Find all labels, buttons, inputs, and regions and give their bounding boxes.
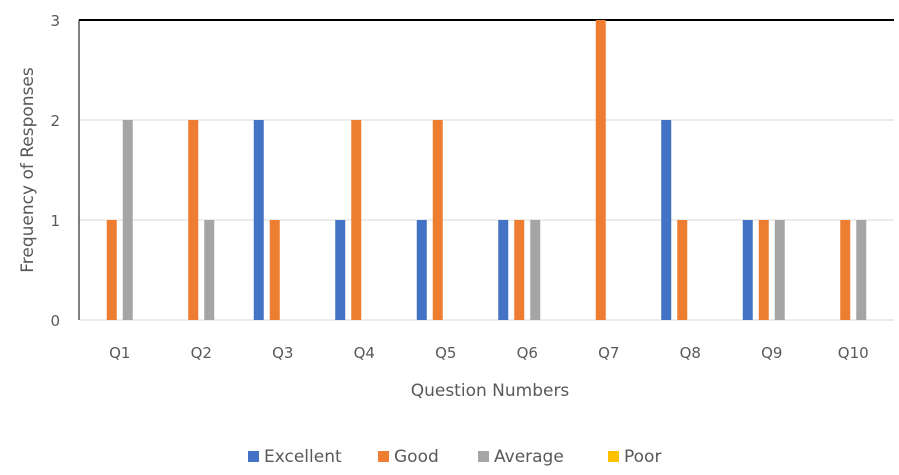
bar-excellent-q5 (416, 220, 427, 320)
legend-swatch (478, 451, 489, 462)
legend-swatch (248, 451, 259, 462)
x-tick-label: Q8 (680, 344, 701, 362)
bar-excellent-q9 (742, 220, 753, 320)
bar-average-q2 (204, 220, 215, 320)
legend-swatch (608, 451, 619, 462)
y-tick-label: 0 (50, 312, 60, 330)
x-tick-labels: Q1 Q2 Q3 Q4 Q5 Q6 Q7 Q8 Q9 Q10 (109, 344, 869, 362)
legend: Excellent Good Average Poor (248, 447, 661, 467)
legend-label: Excellent (264, 447, 342, 467)
bar-average-q6 (530, 220, 541, 320)
bar-good-q5 (432, 120, 443, 320)
bar-good-q1 (106, 220, 117, 320)
x-tick-label: Q2 (191, 344, 212, 362)
bar-excellent-q8 (661, 120, 672, 320)
gridlines (78, 19, 894, 321)
x-tick-label: Q5 (435, 344, 456, 362)
legend-label: Poor (624, 447, 661, 467)
bar-good-q6 (514, 220, 525, 320)
bar-excellent-q6 (498, 220, 509, 320)
y-tick-label: 1 (50, 212, 60, 230)
legend-label: Good (394, 447, 439, 467)
x-tick-label: Q7 (598, 344, 619, 362)
legend-swatch (378, 451, 389, 462)
bar-good-q2 (188, 120, 199, 320)
x-tick-label: Q10 (838, 344, 869, 362)
legend-label: Average (494, 447, 564, 467)
x-tick-label: Q9 (761, 344, 782, 362)
x-tick-label: Q3 (272, 344, 293, 362)
bar-average-q10 (856, 220, 867, 320)
y-tick-label: 2 (50, 112, 60, 130)
bar-good-q8 (677, 220, 688, 320)
x-tick-label: Q4 (354, 344, 375, 362)
bar-average-q9 (774, 220, 785, 320)
x-tick-label: Q6 (517, 344, 538, 362)
y-tick-label: 3 (50, 12, 60, 30)
bar-good-q4 (351, 120, 362, 320)
x-tick-label: Q1 (109, 344, 130, 362)
bar-good-q3 (269, 220, 280, 320)
y-axis-title: Frequency of Responses (18, 67, 38, 273)
bar-excellent-q3 (253, 120, 264, 320)
x-axis-title: Question Numbers (411, 381, 570, 401)
bar-good-q9 (758, 220, 769, 320)
bar-good-q7 (595, 20, 606, 320)
bar-average-q1 (122, 120, 133, 320)
y-tick-labels: 0 1 2 3 (50, 12, 60, 330)
bar-excellent-q4 (335, 220, 346, 320)
bars (106, 20, 867, 320)
bar-good-q10 (840, 220, 851, 320)
